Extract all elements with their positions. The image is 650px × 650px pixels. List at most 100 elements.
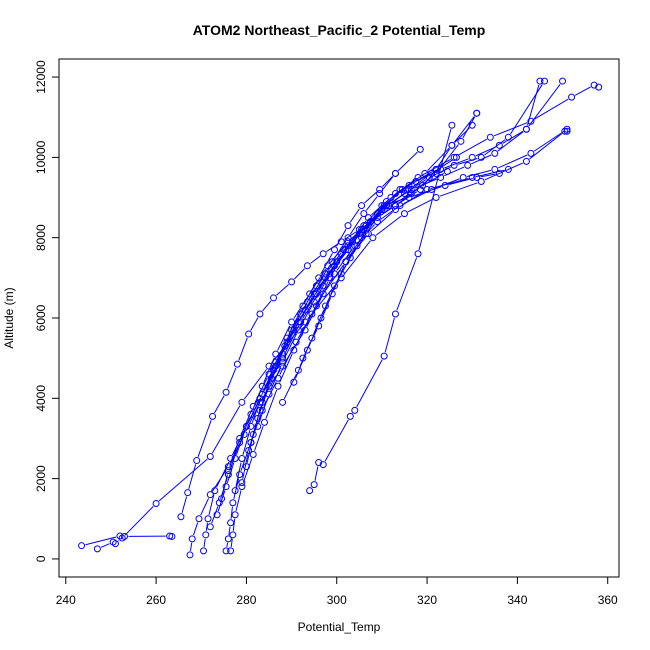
series-segment	[363, 216, 376, 235]
data-point	[215, 499, 223, 507]
series-segment	[286, 317, 300, 343]
data-point	[369, 234, 377, 242]
data-point	[222, 483, 230, 491]
series-segment	[124, 506, 154, 536]
series-18	[290, 109, 481, 386]
data-point	[486, 133, 494, 141]
data-point	[353, 242, 361, 250]
series-segment	[534, 98, 569, 120]
data-point	[400, 210, 408, 218]
data-point	[432, 165, 440, 173]
data-point	[227, 519, 235, 527]
series-8	[206, 121, 476, 531]
series-segment	[438, 144, 459, 171]
data-point	[457, 137, 465, 145]
series-segment	[439, 182, 478, 197]
data-point	[468, 153, 476, 161]
series-segment	[384, 191, 400, 208]
x-axis: 240 260 280 300 320 340 360	[56, 576, 618, 607]
series-segment	[242, 458, 253, 484]
data-point	[249, 402, 257, 410]
data-point	[432, 194, 440, 202]
data-point	[294, 366, 302, 374]
data-point	[349, 238, 357, 246]
series-1	[78, 532, 176, 550]
series-segment	[230, 506, 233, 519]
data-point	[351, 406, 359, 414]
plot-area	[78, 77, 603, 559]
series-segment	[283, 333, 298, 359]
data-point	[195, 515, 203, 523]
series-segment	[574, 86, 591, 96]
data-point	[238, 483, 246, 491]
series-segment	[379, 196, 394, 211]
series-7	[177, 167, 451, 521]
data-point	[452, 153, 460, 161]
series-segment	[476, 169, 505, 178]
data-point	[279, 358, 287, 366]
series-segment	[345, 232, 360, 248]
series-segment	[419, 170, 438, 181]
data-point	[260, 418, 268, 426]
series-segment	[448, 177, 473, 185]
data-point	[364, 214, 372, 222]
data-point	[561, 127, 569, 135]
x-tick-label: 340	[507, 593, 527, 607]
data-point	[202, 531, 210, 539]
series-segment	[365, 196, 378, 211]
data-point	[177, 513, 185, 521]
series-segment	[190, 542, 193, 552]
data-point	[290, 346, 298, 354]
series-segment	[319, 297, 332, 323]
data-point	[78, 542, 86, 550]
data-point	[346, 412, 354, 420]
series-segment	[318, 268, 333, 291]
data-point	[233, 360, 241, 368]
series-segment	[529, 133, 562, 160]
data-point	[213, 511, 221, 519]
series-segment	[336, 228, 347, 247]
data-point	[312, 302, 320, 310]
data-point	[559, 77, 567, 85]
data-point	[414, 250, 422, 258]
series-segment	[324, 419, 349, 462]
series-segment	[211, 405, 241, 454]
series-segment	[384, 317, 395, 353]
data-point	[405, 181, 413, 189]
series-segment	[435, 178, 460, 189]
data-point	[391, 169, 399, 177]
data-point	[152, 500, 160, 508]
series-segment	[528, 83, 561, 127]
series-segment	[274, 341, 286, 367]
series-segment	[484, 162, 523, 181]
series-segment	[243, 369, 268, 400]
data-point	[423, 186, 431, 194]
data-point	[568, 93, 576, 101]
series-segment	[310, 255, 321, 264]
data-point	[416, 145, 424, 153]
data-point	[188, 535, 196, 543]
series-segment	[350, 228, 365, 247]
data-point	[595, 83, 603, 91]
data-point	[437, 173, 445, 181]
series-segment	[398, 183, 413, 192]
series-segment	[254, 377, 268, 403]
series-segment	[391, 191, 407, 204]
series-segment	[381, 176, 394, 191]
series-19	[299, 77, 567, 362]
series-segment	[246, 438, 253, 463]
data-point	[315, 322, 323, 330]
data-point	[290, 378, 298, 386]
series-segment	[211, 506, 219, 524]
data-point	[376, 190, 384, 198]
y-tick-label: 12000	[34, 60, 48, 94]
data-point	[459, 173, 467, 181]
series-segment	[200, 498, 210, 516]
data-point	[495, 169, 503, 177]
series-segment	[397, 151, 418, 172]
series-segment	[371, 211, 393, 232]
series-segment	[407, 179, 427, 192]
series-segment	[242, 454, 249, 479]
data-point	[473, 109, 481, 117]
series-segment	[288, 309, 302, 335]
